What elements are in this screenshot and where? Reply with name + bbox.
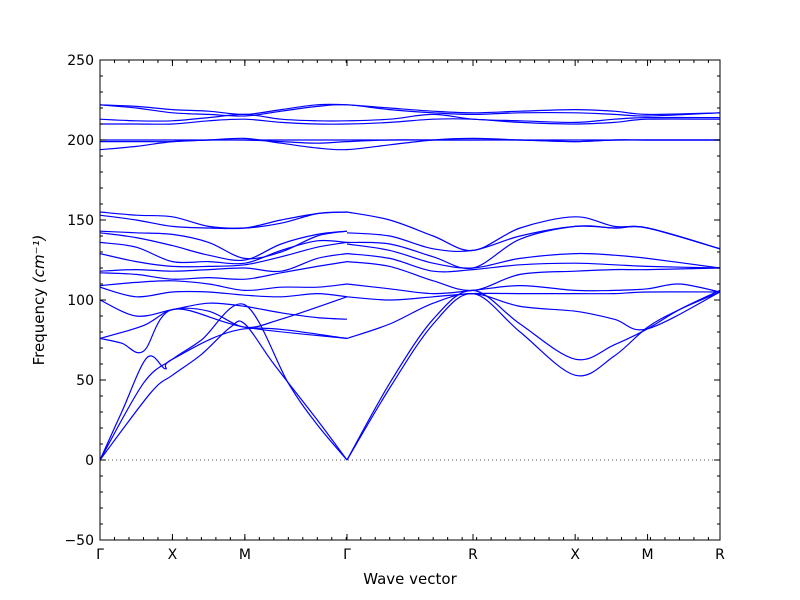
x-tick-label: R xyxy=(468,547,478,563)
phonon-branch-0 xyxy=(100,303,348,461)
y-tick-label: 150 xyxy=(67,213,94,229)
phonon-branch-12 xyxy=(346,243,720,269)
phonon-branch-9 xyxy=(346,283,720,295)
y-tick-label: 0 xyxy=(85,453,94,469)
phonon-branch-2 xyxy=(100,327,348,461)
phonon-branch-5 xyxy=(346,291,720,461)
phonon-branch-26 xyxy=(100,299,348,320)
x-tick-label: X xyxy=(168,547,178,563)
phonon-branch-27 xyxy=(100,103,720,116)
y-axis-title: Frequency (cm⁻¹) xyxy=(30,235,48,366)
phonon-branch-18 xyxy=(100,230,348,260)
y-tick-label: 100 xyxy=(67,293,94,309)
y-tick-label: −50 xyxy=(64,533,94,549)
y-tick-label: 250 xyxy=(67,53,94,69)
plot-area xyxy=(100,60,720,540)
series-layer xyxy=(100,103,720,461)
x-axis-title: Wave vector xyxy=(363,570,457,588)
x-tick-label: X xyxy=(570,547,580,563)
phonon-branch-23 xyxy=(100,261,348,280)
phonon-branch-22 xyxy=(100,253,348,273)
phonon-branch-30 xyxy=(100,118,720,125)
phonon-branch-6 xyxy=(346,289,720,461)
phonon-branch-25 xyxy=(100,286,348,298)
y-axis: −50 0 50 100 150 200 250 xyxy=(64,53,720,549)
phonon-branch-11 xyxy=(346,253,720,273)
phonon-branch-19 xyxy=(100,230,348,262)
phonon-branch-1 xyxy=(100,320,348,461)
phonon-branch-15 xyxy=(346,211,720,252)
phonon-branch-8 xyxy=(346,291,720,301)
x-tick-label: M xyxy=(239,547,251,563)
phonon-branch-33 xyxy=(100,137,720,151)
x-tick-label: M xyxy=(642,547,654,563)
phonon-branch-24 xyxy=(100,280,348,292)
phonon-branch-7 xyxy=(346,291,720,339)
y-tick-label: 200 xyxy=(67,133,94,149)
phonon-branch-17 xyxy=(100,211,348,230)
x-tick-label: R xyxy=(715,547,725,563)
phonon-branch-21 xyxy=(100,241,348,268)
y-tick-label: 50 xyxy=(76,373,94,389)
y-axis-title-unit: (cm⁻¹) xyxy=(30,235,48,284)
phonon-branch-29 xyxy=(100,113,720,124)
phonon-branch-4 xyxy=(100,296,348,339)
phonon-branch-10 xyxy=(346,261,720,292)
y-axis-title-text: Frequency xyxy=(30,288,48,366)
x-tick-label: Γ xyxy=(96,547,104,563)
phonon-branch-3 xyxy=(100,308,348,354)
phonon-branch-28 xyxy=(100,104,720,117)
x-tick-label: Γ xyxy=(343,547,351,563)
phonon-branch-20 xyxy=(100,239,348,265)
